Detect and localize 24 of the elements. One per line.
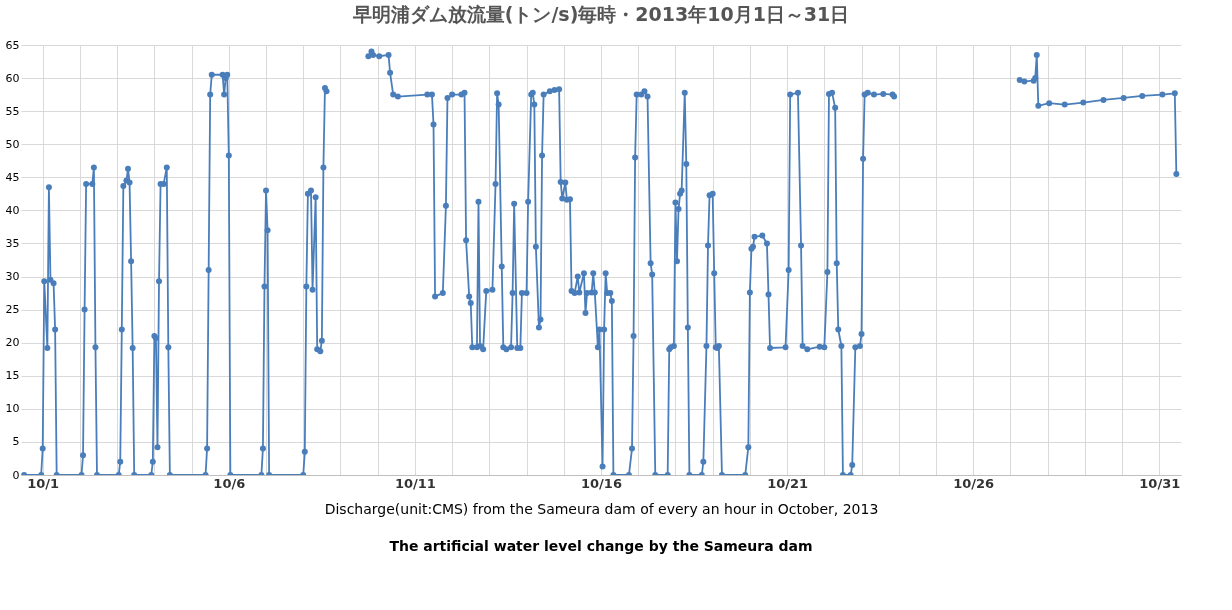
- y-tick-label: 35: [5, 236, 20, 250]
- y-tick-label: 15: [5, 369, 20, 383]
- y-tick-label: 50: [5, 137, 20, 151]
- y-tick-label: 65: [5, 38, 20, 52]
- y-tick-label: 5: [12, 435, 20, 449]
- x-tick-label: 10/21: [767, 475, 809, 491]
- y-tick-label: 10: [5, 402, 20, 416]
- y-tick-label: 45: [5, 170, 20, 184]
- y-tick-label: 30: [5, 270, 20, 284]
- y-tick-label: 25: [5, 303, 20, 317]
- x-tick-label: 10/11: [394, 475, 436, 491]
- x-tick-label: 10/26: [953, 475, 995, 491]
- y-tick-label: 20: [5, 336, 20, 350]
- x-axis-title: Discharge(unit:CMS) from the Sameura dam of every an hour in October, 2013: [324, 500, 879, 517]
- x-tick-label: 10/31: [1139, 475, 1181, 491]
- text: The artificial water level change by the Sameura dam: [389, 538, 813, 554]
- x-tick-label: 10/6: [213, 475, 246, 491]
- x-tick-label: 10/16: [581, 475, 622, 491]
- y-tick-label: 0: [12, 468, 20, 482]
- y-tick-label: 40: [5, 203, 20, 217]
- y-tick-label: 55: [5, 104, 20, 118]
- chart-title: 早明浦ダム放流量(トン/s)毎時・2013年10月1日～31日: [351, 3, 850, 25]
- y-tick-label: 60: [5, 71, 20, 85]
- x-tick-label: 10/1: [27, 475, 60, 491]
